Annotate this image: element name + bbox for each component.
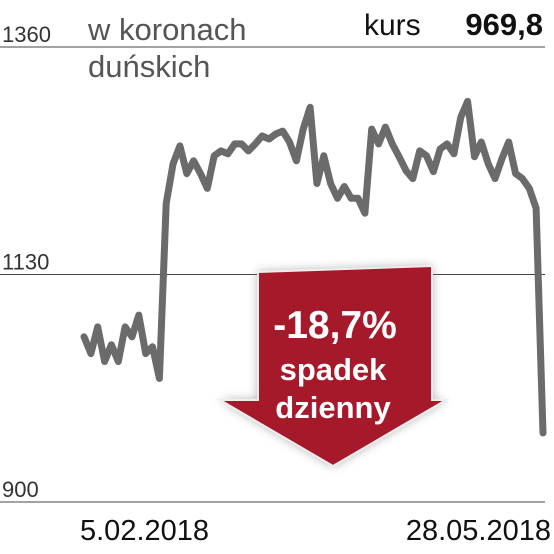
y-tick-label: 1360: [2, 22, 51, 47]
unit-label: duńskich: [88, 49, 210, 84]
x-tick-label: 5.02.2018: [80, 515, 209, 547]
current-label: kurs: [364, 9, 421, 42]
y-tick-label: 1130: [2, 250, 49, 275]
arrow: [216, 264, 450, 468]
annotation-value: -18,7%: [273, 304, 397, 347]
unit-label: w koronach: [87, 12, 247, 47]
plot: 5.02.2018 28.05.2018: [80, 97, 551, 547]
annotation-text: spadek: [280, 352, 388, 387]
current-value: 969,8: [465, 7, 543, 42]
x-tick-label: 28.05.2018: [406, 515, 551, 547]
annotation-text: dzienny: [275, 390, 391, 425]
line: [80, 97, 547, 437]
y-tick-label: 900: [2, 477, 39, 502]
